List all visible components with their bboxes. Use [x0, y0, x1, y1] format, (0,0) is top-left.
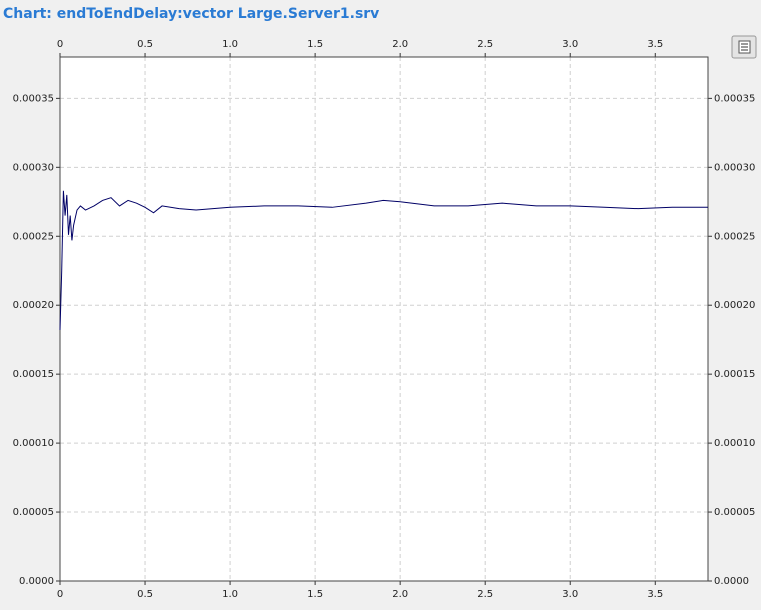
x-tick-label: 1.0 [222, 589, 238, 600]
chart-title: Chart: endToEndDelay:vector Large.Server… [3, 6, 379, 22]
y2-tick-label: 0.00015 [714, 369, 755, 380]
y-tick-label: 0.00010 [13, 438, 54, 449]
plot-area [60, 57, 708, 581]
y2-tick-label: 0.00010 [714, 438, 755, 449]
x-tick-label: 3.0 [562, 589, 578, 600]
x2-tick-label: 3.5 [647, 39, 663, 50]
x2-tick-label: 0.5 [137, 39, 153, 50]
x2-tick-label: 1.0 [222, 39, 238, 50]
x2-tick-label: 3.0 [562, 39, 578, 50]
x-tick-label: 2.0 [392, 589, 408, 600]
legend-button[interactable] [731, 35, 757, 59]
y-tick-label: 0.00005 [13, 507, 54, 518]
x2-tick-label: 2.5 [477, 39, 493, 50]
y2-tick-label: 0.00020 [714, 300, 755, 311]
y-tick-label: 0.0000 [19, 576, 54, 587]
x2-tick-label: 0 [57, 39, 63, 50]
y-tick-label: 0.00025 [13, 231, 54, 242]
x-tick-label: 2.5 [477, 589, 493, 600]
y-tick-label: 0.00015 [13, 369, 54, 380]
y2-tick-label: 0.00025 [714, 231, 755, 242]
x-tick-label: 0 [57, 589, 63, 600]
x-tick-label: 0.5 [137, 589, 153, 600]
y2-tick-label: 0.00035 [714, 93, 755, 104]
y2-tick-label: 0.00005 [714, 507, 755, 518]
series-line [59, 190, 708, 331]
x-tick-label: 3.5 [647, 589, 663, 600]
x-tick-label: 1.5 [307, 589, 323, 600]
y2-tick-label: 0.0000 [714, 576, 749, 587]
y-tick-label: 0.00020 [13, 300, 54, 311]
y2-tick-label: 0.00030 [714, 162, 755, 173]
y-tick-label: 0.00035 [13, 93, 54, 104]
x2-tick-label: 1.5 [307, 39, 323, 50]
x2-tick-label: 2.0 [392, 39, 408, 50]
y-tick-label: 0.00030 [13, 162, 54, 173]
